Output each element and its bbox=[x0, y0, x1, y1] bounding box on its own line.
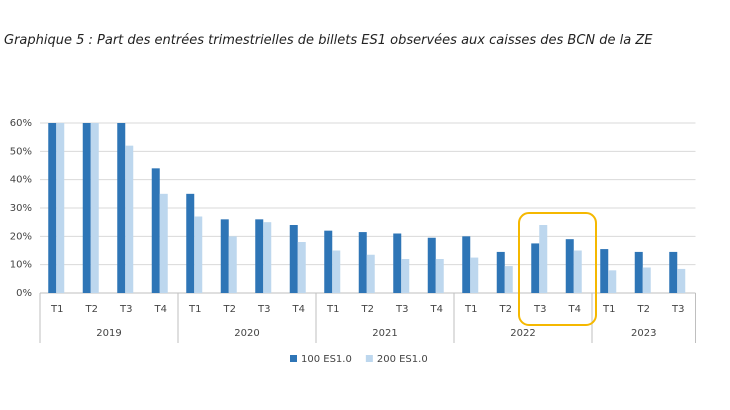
bar bbox=[393, 233, 402, 293]
x-tick-label: T3 bbox=[395, 304, 408, 315]
bar bbox=[600, 249, 609, 293]
bar bbox=[427, 237, 436, 293]
bar bbox=[125, 145, 134, 293]
bar bbox=[573, 250, 582, 293]
group-label: 2021 bbox=[372, 328, 397, 339]
x-tick-label: T3 bbox=[119, 304, 132, 315]
bar bbox=[435, 259, 444, 293]
x-tick-label: T2 bbox=[637, 304, 650, 315]
bar bbox=[220, 219, 229, 293]
group-label: 2019 bbox=[96, 328, 121, 339]
bar bbox=[151, 168, 160, 293]
bar bbox=[539, 225, 548, 293]
y-tick-label: 60% bbox=[10, 118, 32, 129]
bar bbox=[565, 239, 574, 293]
bar bbox=[677, 268, 686, 293]
bar bbox=[255, 219, 264, 293]
y-tick-label: 10% bbox=[10, 260, 32, 271]
legend-swatch bbox=[290, 355, 297, 362]
bar bbox=[669, 251, 678, 293]
legend-label: 100 ES1.0 bbox=[301, 354, 352, 365]
bar bbox=[186, 193, 195, 293]
x-tick-label: T3 bbox=[533, 304, 546, 315]
bar bbox=[470, 257, 479, 293]
bar bbox=[504, 266, 513, 293]
highlight-box bbox=[518, 212, 597, 326]
bar bbox=[90, 123, 99, 293]
x-tick-label: T4 bbox=[568, 304, 581, 315]
legend-label: 200 ES1.0 bbox=[377, 354, 428, 365]
x-tick-label: T1 bbox=[326, 304, 339, 315]
bar bbox=[366, 254, 375, 293]
y-tick-label: 30% bbox=[10, 203, 32, 214]
x-tick-label: T2 bbox=[499, 304, 512, 315]
y-tick-label: 40% bbox=[10, 175, 32, 186]
x-tick-label: T1 bbox=[464, 304, 477, 315]
legend-swatch bbox=[365, 355, 373, 362]
x-tick-label: T3 bbox=[671, 304, 684, 315]
group-label: 2023 bbox=[631, 328, 656, 339]
bar bbox=[289, 225, 298, 293]
bar bbox=[48, 123, 57, 293]
bar bbox=[531, 243, 540, 293]
y-tick-label: 20% bbox=[10, 231, 32, 242]
bar bbox=[401, 259, 410, 293]
x-tick-label: T1 bbox=[50, 304, 63, 315]
bar bbox=[358, 232, 367, 293]
x-tick-label: T2 bbox=[85, 304, 98, 315]
bar bbox=[297, 242, 306, 293]
y-tick-label: 50% bbox=[10, 146, 32, 157]
bar bbox=[263, 222, 272, 293]
x-tick-label: T4 bbox=[430, 304, 443, 315]
bar bbox=[117, 123, 126, 293]
bar bbox=[324, 230, 333, 293]
bar bbox=[159, 193, 168, 293]
x-tick-label: T1 bbox=[602, 304, 615, 315]
x-tick-label: T4 bbox=[292, 304, 305, 315]
y-tick-label: 0% bbox=[16, 288, 32, 299]
bar bbox=[332, 250, 341, 293]
bar bbox=[642, 267, 651, 293]
chart-title: Graphique 5 : Part des entrées trimestri… bbox=[4, 33, 653, 48]
group-label: 2022 bbox=[510, 328, 535, 339]
x-tick-label: T3 bbox=[257, 304, 270, 315]
x-tick-label: T1 bbox=[188, 304, 201, 315]
bar bbox=[82, 123, 91, 293]
x-tick-label: T2 bbox=[223, 304, 236, 315]
bar bbox=[194, 216, 203, 293]
x-tick-label: T4 bbox=[154, 304, 167, 315]
bar bbox=[228, 236, 237, 293]
x-tick-label: T2 bbox=[361, 304, 374, 315]
bar bbox=[56, 123, 65, 293]
bar bbox=[496, 251, 505, 293]
bar bbox=[608, 270, 617, 293]
bar bbox=[634, 251, 643, 293]
group-label: 2020 bbox=[234, 328, 259, 339]
bar bbox=[462, 236, 471, 293]
